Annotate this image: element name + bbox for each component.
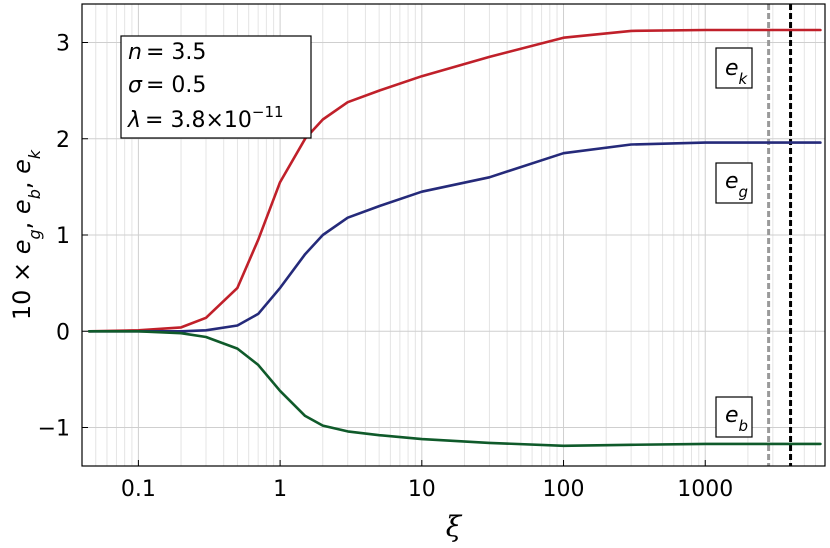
y-tick-label: 1 (56, 224, 70, 249)
parameter-box: n = 3.5 σ = 0.5 λ = 3.8×10−11 (120, 35, 312, 139)
x-tick-label: 100 (543, 477, 585, 502)
x-tick-label: 10 (408, 477, 436, 502)
series-label-eg: eg (715, 162, 753, 204)
series-line-eg (87, 141, 822, 333)
series-label-eb: eb (715, 396, 753, 438)
series-lines (87, 28, 822, 448)
param-lambda: λ = 3.8×10−11 (127, 103, 284, 133)
svg-text:eb: eb (725, 403, 748, 435)
series-line-ek (87, 28, 822, 333)
y-tick-label: 2 (56, 128, 70, 153)
series-label-ek: ek (715, 47, 753, 89)
param-sigma: σ = 0.5 (128, 73, 206, 98)
x-tick-label: 1000 (677, 477, 733, 502)
param-n: n = 3.5 (128, 40, 206, 65)
x-axis-label: ξ (446, 510, 463, 543)
svg-text:ek: ek (725, 56, 749, 88)
axis-ticks: 0.1 1 10 100 1000 −1 0 1 2 3 (38, 32, 734, 503)
vertical-markers (767, 4, 793, 466)
y-tick-label: −1 (38, 417, 70, 442)
series-line-eb (87, 329, 822, 448)
y-tick-label: 3 (56, 32, 70, 57)
svg-text:eg: eg (725, 169, 748, 201)
y-tick-label: 0 (56, 320, 70, 345)
y-axis-label: 10 × eg, eb, ek (8, 149, 44, 320)
x-tick-label: 0.1 (121, 477, 156, 502)
x-tick-label: 1 (273, 477, 287, 502)
